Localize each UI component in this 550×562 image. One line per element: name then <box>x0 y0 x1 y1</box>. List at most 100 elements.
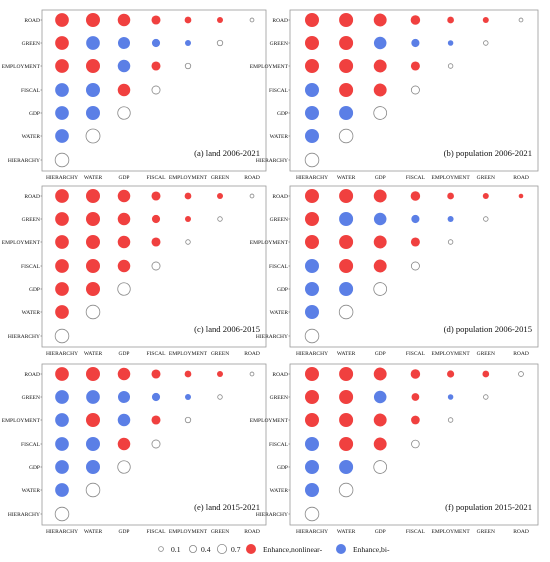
nonlinear-enhance-point <box>373 437 387 451</box>
x-tick-label: WATER <box>84 351 103 357</box>
panel-frame <box>41 363 267 526</box>
bi-enhance-point <box>373 212 387 226</box>
x-tick-label: ROAD <box>513 529 529 535</box>
y-tick-label: EMPLOYMENT <box>2 64 41 70</box>
hollow-point <box>117 282 131 296</box>
hollow-point <box>216 39 224 47</box>
nonlinear-enhance-point <box>151 369 161 379</box>
x-tick-label: GDP <box>118 351 129 357</box>
hollow-point <box>518 371 524 377</box>
bi-enhance-point <box>117 59 131 73</box>
nonlinear-enhance-point <box>410 369 421 379</box>
y-tick-label: GREEN <box>270 395 288 401</box>
nonlinear-enhance-point <box>373 413 387 427</box>
x-tick-label: FISCAL <box>406 529 426 535</box>
nonlinear-enhance-point <box>482 370 490 378</box>
nonlinear-enhance-point <box>482 192 489 200</box>
x-tick-label: WATER <box>337 529 356 535</box>
bi-enhance-point <box>86 437 100 451</box>
nonlinear-enhance-point <box>216 16 224 24</box>
nonlinear-enhance-point <box>305 390 319 404</box>
y-tick-label: HIERARCHY <box>256 334 288 340</box>
nonlinear-enhance-point <box>339 390 354 404</box>
panel-frame <box>289 185 539 348</box>
panel-title: (e) land 2015-2021 <box>194 502 260 512</box>
y-tick-label: ROAD <box>272 372 288 378</box>
x-tick-label: GREEN <box>477 529 495 535</box>
y-tick-label: GDP <box>277 287 288 293</box>
nonlinear-enhance-point <box>184 16 192 24</box>
bi-enhance-point <box>184 39 192 47</box>
y-tick-label: ROAD <box>272 194 288 200</box>
y-tick-label: GREEN <box>22 395 40 401</box>
x-tick-label: HIERARCHY <box>296 351 328 357</box>
hollow-point <box>483 216 489 222</box>
nonlinear-enhance-point <box>86 235 100 249</box>
nonlinear-enhance-point <box>339 189 354 203</box>
nonlinear-enhance-point <box>305 235 319 249</box>
x-tick-label: GDP <box>375 175 386 181</box>
nonlinear-enhance-point <box>86 59 100 73</box>
bi-enhance-point <box>55 483 69 497</box>
bi-enhance-point <box>86 106 100 120</box>
nonlinear-enhance-point <box>339 367 354 381</box>
nonlinear-enhance-point <box>410 15 421 25</box>
bi-enhance-point <box>305 106 319 120</box>
nonlinear-enhance-point <box>373 189 387 203</box>
nonlinear-enhance-point <box>339 437 354 451</box>
x-tick-label: GDP <box>118 529 129 535</box>
nonlinear-enhance-point <box>55 189 69 203</box>
nonlinear-enhance-point <box>86 282 100 296</box>
nonlinear-enhance-point <box>184 192 192 200</box>
x-tick-label: ROAD <box>244 351 260 357</box>
nonlinear-enhance-point <box>411 415 420 425</box>
x-tick-label: WATER <box>84 175 103 181</box>
nonlinear-enhance-point <box>55 13 69 27</box>
y-tick-label: FISCAL <box>21 264 41 270</box>
hollow-point <box>85 304 101 320</box>
nonlinear-enhance-point <box>117 212 131 226</box>
bi-enhance-point <box>339 460 354 474</box>
nonlinear-enhance-point <box>117 83 131 97</box>
x-tick-label: GREEN <box>477 351 495 357</box>
hollow-point <box>447 239 454 245</box>
bi-enhance-point <box>305 129 319 143</box>
y-tick-label: WATER <box>270 310 289 316</box>
nonlinear-enhance-point <box>151 214 161 224</box>
figure-legend: 0.1 0.4 0.7 Enhance,nonlinear- Enhance,b… <box>158 544 390 555</box>
bi-enhance-point <box>55 390 69 404</box>
hollow-point <box>85 128 101 144</box>
y-tick-label: WATER <box>22 310 41 316</box>
hollow-point <box>54 328 70 344</box>
nonlinear-enhance-point <box>86 413 100 427</box>
nonlinear-enhance-point <box>373 235 387 249</box>
nonlinear-enhance-point <box>151 61 161 71</box>
bi-enhance-point <box>55 106 69 120</box>
x-tick-label: HIERARCHY <box>46 529 78 535</box>
hollow-point <box>184 416 192 424</box>
bi-enhance-point <box>447 215 454 223</box>
nonlinear-enhance-point <box>373 59 387 73</box>
hollow-point <box>373 106 388 120</box>
nonlinear-enhance-point <box>55 282 69 296</box>
nonlinear-enhance-point <box>55 259 69 273</box>
y-tick-label: EMPLOYMENT <box>2 240 41 246</box>
nonlinear-enhance-point <box>447 192 454 200</box>
hollow-point <box>518 17 524 23</box>
nonlinear-enhance-point <box>305 212 319 226</box>
y-tick-label: FISCAL <box>269 264 289 270</box>
x-tick-label: FISCAL <box>406 175 426 181</box>
nonlinear-enhance-point <box>482 16 489 24</box>
chart-panel-4: ROADGREENEMPLOYMENTFISCALGDPWATERHIERARC… <box>2 363 267 535</box>
nonlinear-enhance-point <box>339 235 354 249</box>
legend-size-1-marker <box>188 545 197 554</box>
y-tick-label: ROAD <box>24 18 40 24</box>
nonlinear-enhance-point <box>339 36 354 50</box>
y-tick-label: FISCAL <box>21 442 41 448</box>
nonlinear-enhance-point <box>117 13 131 27</box>
panel-title: (f) population 2015-2021 <box>445 502 532 512</box>
x-tick-label: EMPLOYMENT <box>169 175 208 181</box>
hollow-point <box>304 152 320 168</box>
y-tick-label: EMPLOYMENT <box>250 64 289 70</box>
y-tick-label: HIERARCHY <box>8 334 40 340</box>
